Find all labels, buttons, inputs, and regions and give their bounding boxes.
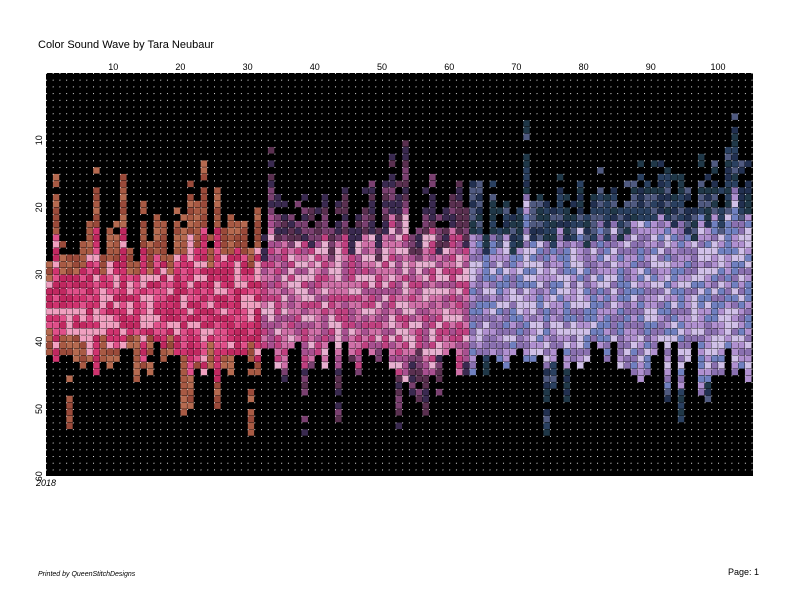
column-number: 70 <box>511 62 521 72</box>
column-number: 30 <box>243 62 253 72</box>
page-number: Page: 1 <box>728 567 759 577</box>
column-number: 40 <box>310 62 320 72</box>
title: Color Sound Wave by Tara Neubaur <box>38 39 214 51</box>
column-number: 60 <box>444 62 454 72</box>
printed-by: Printed by QueenStitchDesigns <box>38 571 136 578</box>
row-number: 40 <box>34 337 44 347</box>
row-number: 20 <box>34 202 44 212</box>
column-number: 20 <box>175 62 185 72</box>
grid-dots <box>46 73 753 476</box>
row-number: 60 <box>34 471 44 481</box>
row-number: 50 <box>34 404 44 414</box>
column-number: 80 <box>579 62 589 72</box>
column-number: 50 <box>377 62 387 72</box>
column-number: 10 <box>108 62 118 72</box>
row-number: 10 <box>34 135 44 145</box>
row-number: 30 <box>34 270 44 280</box>
year: 2018 <box>35 478 56 488</box>
column-number: 90 <box>646 62 656 72</box>
column-number: 100 <box>710 62 725 72</box>
